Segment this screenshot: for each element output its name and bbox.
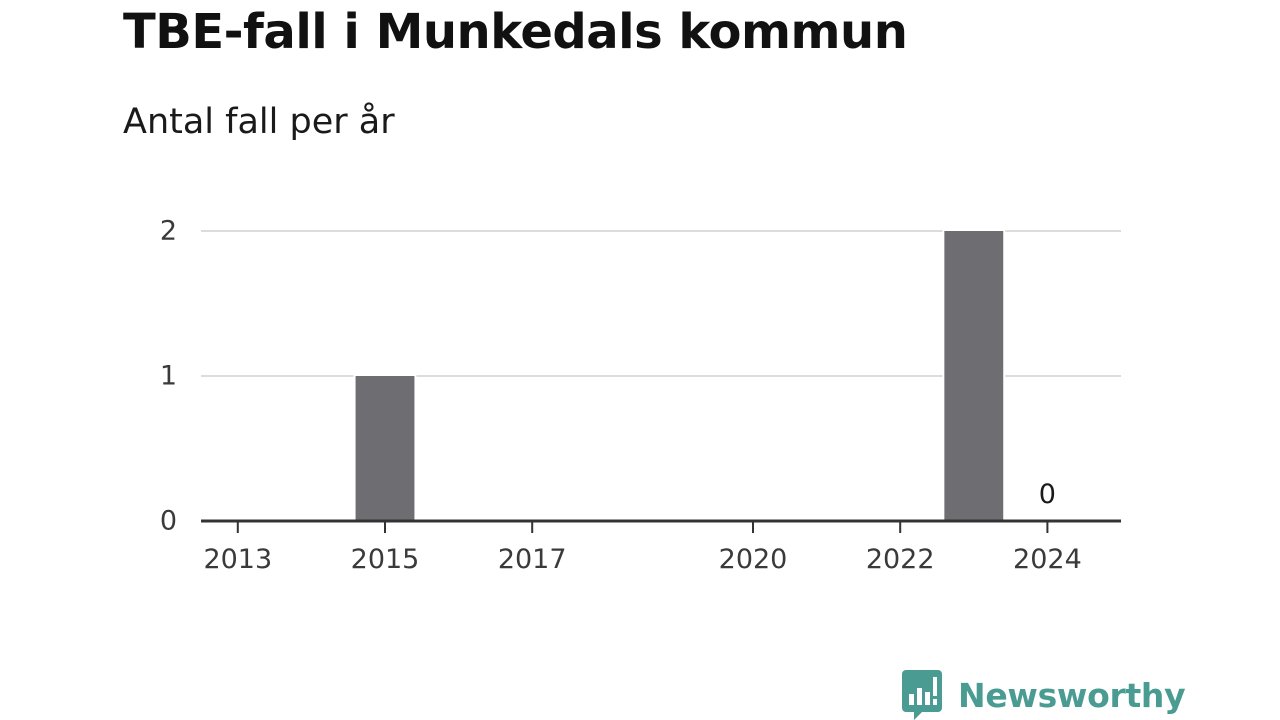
x-axis <box>201 519 1121 533</box>
x-tick-label-2022: 2022 <box>866 544 935 575</box>
labels: 0 1 2 2013 2015 2017 2020 2022 2024 0 <box>160 216 1082 576</box>
y-tick-label-2: 2 <box>160 216 177 247</box>
x-tick-label-2020: 2020 <box>719 544 788 575</box>
bar-2023 <box>944 231 1004 521</box>
bar-chart-speech-bubble-icon <box>902 670 942 720</box>
x-tick-label-2017: 2017 <box>498 544 567 575</box>
chart-title: TBE-fall i Munkedals kommun <box>123 4 908 60</box>
bar-chart: 0 1 2 2013 2015 2017 2020 2022 2024 0 <box>160 216 1121 576</box>
bar-2015 <box>355 376 415 521</box>
x-tick-label-2013: 2013 <box>203 544 272 575</box>
logo-text: Newsworthy <box>958 675 1186 715</box>
x-tick-label-2015: 2015 <box>351 544 420 575</box>
y-tick-label-1: 1 <box>160 361 177 392</box>
y-tick-label-0: 0 <box>160 506 177 537</box>
newsworthy-logo: Newsworthy <box>902 670 1186 720</box>
x-tick-label-2024: 2024 <box>1013 544 1082 575</box>
chart-subtitle: Antal fall per år <box>123 102 395 142</box>
bars <box>353 230 1006 521</box>
data-label-2024: 0 <box>1039 479 1056 510</box>
